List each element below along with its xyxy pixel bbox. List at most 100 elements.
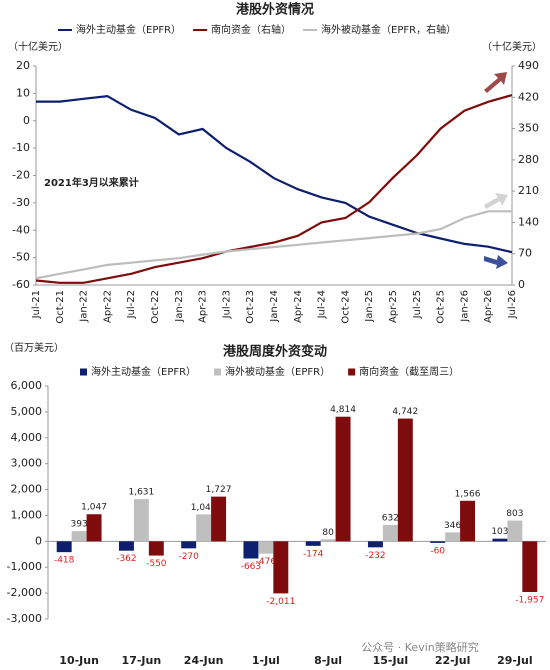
bar	[507, 520, 523, 542]
value-label: -60	[430, 546, 445, 556]
y-tick-label: 5,000	[11, 405, 43, 418]
bar	[133, 499, 149, 542]
bar	[273, 541, 289, 594]
bar	[56, 541, 72, 553]
y2-tick-label: 420	[518, 90, 539, 103]
x-tick-label: Oct-25	[436, 290, 447, 324]
y2-axis-label: （十亿美元）	[482, 40, 542, 53]
x-tick-label: 15-Jul	[373, 654, 409, 667]
x-tick-label: 1-Jul	[252, 654, 280, 667]
x-tick-label: Jul-24	[317, 290, 328, 319]
chart-title: 港股周度外资变动	[223, 344, 327, 360]
value-label: 1,727	[206, 485, 232, 495]
chart-title: 港股外资情况	[236, 2, 314, 18]
series-line	[35, 210, 512, 280]
bar	[430, 541, 446, 543]
x-tick-label: Jul-25	[412, 290, 423, 319]
legend-label: 海外主动基金（EPFR）	[76, 23, 181, 36]
value-label: -232	[365, 551, 385, 561]
bar	[86, 514, 102, 542]
x-tick-label: Oct-24	[340, 290, 351, 324]
legend-label: 海外主动基金（EPFR）	[91, 365, 196, 378]
flows-line-chart: 港股外资情况 （十亿美元） （十亿美元） 2021年3月以来累计 海外主动基金（…	[8, 2, 542, 324]
bar	[118, 541, 134, 551]
legend-marker	[348, 368, 356, 376]
y-tick-label: 6,000	[11, 379, 43, 392]
value-label: 1,047	[81, 503, 107, 513]
y-tick-label: 0	[23, 114, 30, 127]
y2-tick-label: 70	[518, 247, 532, 260]
y-axis-label: （百万美元）	[4, 341, 64, 354]
x-tick-label: Jul-21	[31, 290, 42, 319]
value-label: 803	[506, 509, 523, 519]
x-tick-label: 10-Jun	[59, 654, 99, 667]
y-tick-label: -40	[12, 223, 30, 236]
x-tick-label: Apr-25	[388, 290, 399, 323]
x-tick-label: Apr-26	[483, 290, 494, 323]
x-tick-label: Jan-24	[269, 290, 280, 323]
legend-marker	[80, 368, 87, 376]
value-label: -418	[54, 556, 75, 566]
series-line	[36, 94, 513, 254]
value-label: -476	[256, 557, 277, 567]
bar	[258, 541, 274, 554]
x-tick-label: Jan-26	[459, 290, 470, 323]
x-tick-label: 24-Jun	[184, 654, 224, 667]
value-label: 346	[444, 521, 461, 531]
value-label: -663	[241, 562, 261, 572]
x-tick-label: 29-Jul	[497, 654, 533, 667]
x-tick-label: 8-Jul	[314, 654, 342, 667]
x-tick-label: Jul-22	[126, 290, 137, 319]
bar	[397, 418, 413, 542]
bar	[460, 500, 476, 542]
arrow	[484, 193, 508, 209]
value-label: 103	[491, 527, 508, 537]
y-axis-label: （十亿美元）	[8, 40, 68, 53]
bar	[382, 524, 398, 542]
y-tick-label: -50	[12, 251, 30, 264]
x-tick-label: 17-Jun	[122, 654, 162, 667]
arrow	[484, 72, 507, 93]
y2-tick-label: 350	[518, 122, 539, 135]
series-line	[35, 94, 513, 284]
y2-tick-label: 210	[518, 184, 539, 197]
x-tick-label: Apr-22	[102, 290, 113, 323]
bar	[335, 416, 351, 542]
value-label: -270	[178, 552, 199, 562]
y-tick-label: -2,000	[7, 586, 42, 599]
y-tick-label: 10	[16, 86, 30, 99]
value-label: 1,042	[191, 503, 217, 513]
legend-marker	[214, 368, 222, 376]
y-tick-label: 1,000	[11, 508, 43, 521]
y2-tick-label: 280	[518, 153, 539, 166]
legend-label: 海外被动基金（EPFR，右轴）	[321, 23, 456, 36]
value-label: 632	[382, 513, 399, 523]
legend-label: 海外被动基金（EPFR）	[225, 365, 330, 378]
bar	[320, 539, 336, 542]
y-tick-label: 4,000	[11, 431, 43, 444]
y-tick-label: 0	[35, 534, 42, 547]
x-tick-label: Jan-22	[79, 290, 90, 323]
bar	[181, 541, 197, 549]
x-tick-label: Oct-23	[245, 290, 256, 324]
x-tick-label: Apr-23	[198, 290, 209, 323]
y-tick-label: -1,000	[7, 560, 42, 573]
y-tick-label: -30	[12, 196, 30, 209]
legend-label: 南向资金（右轴）	[211, 23, 291, 36]
y-tick-label: -20	[12, 169, 30, 182]
bar	[305, 541, 321, 546]
value-label: 1,631	[128, 488, 154, 498]
x-tick-label: 22-Jul	[435, 654, 471, 667]
value-label: -1,957	[515, 595, 544, 605]
value-label: -2,011	[266, 597, 295, 607]
bar	[211, 496, 227, 542]
watermark: 公众号 · Kevin策略研究	[361, 640, 478, 654]
value-label: 80	[322, 528, 334, 538]
y-tick-label: 20	[16, 59, 30, 72]
x-tick-label: Jan-23	[174, 290, 185, 323]
legend-label: 南向资金（截至周三）	[359, 365, 459, 378]
x-tick-label: Apr-24	[293, 290, 304, 323]
y-tick-label: 3,000	[11, 457, 43, 470]
x-tick-label: Jul-23	[221, 290, 232, 319]
